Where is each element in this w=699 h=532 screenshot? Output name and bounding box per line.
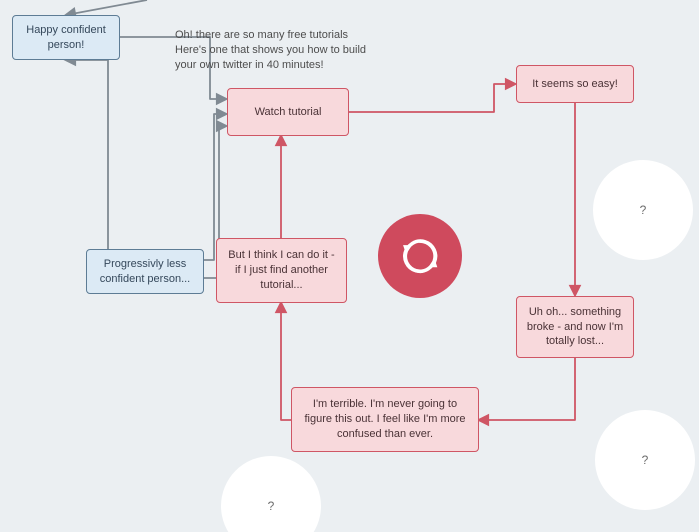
node-label: Happy confident person! [21,23,111,53]
refresh-icon [395,231,445,281]
node-less-confident: Progressivly less confident person... [86,249,204,294]
node-label: Uh oh... something broke - and now I'm t… [525,305,625,350]
edge-watch-to-easy [349,84,515,112]
cycle-badge [378,214,462,298]
node-can-do-it: But I think I can do it - if I just find… [216,238,347,303]
edge-uhoh-to-terrible [479,358,575,420]
edge-less-to-happy [66,60,108,249]
question-mark: ? [640,203,647,217]
edge-terrible-to-cando [281,303,291,420]
node-label: I'm terrible. I'm never going to figure … [300,397,470,442]
annotation-line: your own twitter in 40 minutes! [175,58,366,73]
annotation-line: Here's one that shows you how to build [175,43,366,58]
flowchart-stage: Happy confident person! Progressivly les… [0,0,699,532]
question-circle: ? [593,160,693,260]
node-label: But I think I can do it - if I just find… [225,248,338,293]
question-circle: ? [221,456,321,532]
node-terrible: I'm terrible. I'm never going to figure … [291,387,479,452]
node-seems-easy: It seems so easy! [516,65,634,103]
edge-offtop-to-happy [66,0,147,15]
node-label: It seems so easy! [532,77,618,92]
question-mark: ? [642,453,649,467]
question-circle: ? [595,410,695,510]
node-label: Progressivly less confident person... [95,257,195,287]
node-label: Watch tutorial [255,105,322,120]
annotation-text: Oh! there are so many free tutorialsHere… [175,28,366,73]
annotation-line: Oh! there are so many free tutorials [175,28,366,43]
node-uh-oh: Uh oh... something broke - and now I'm t… [516,296,634,358]
node-watch-tutorial: Watch tutorial [227,88,349,136]
node-happy-confident: Happy confident person! [12,15,120,60]
question-mark: ? [268,499,275,513]
